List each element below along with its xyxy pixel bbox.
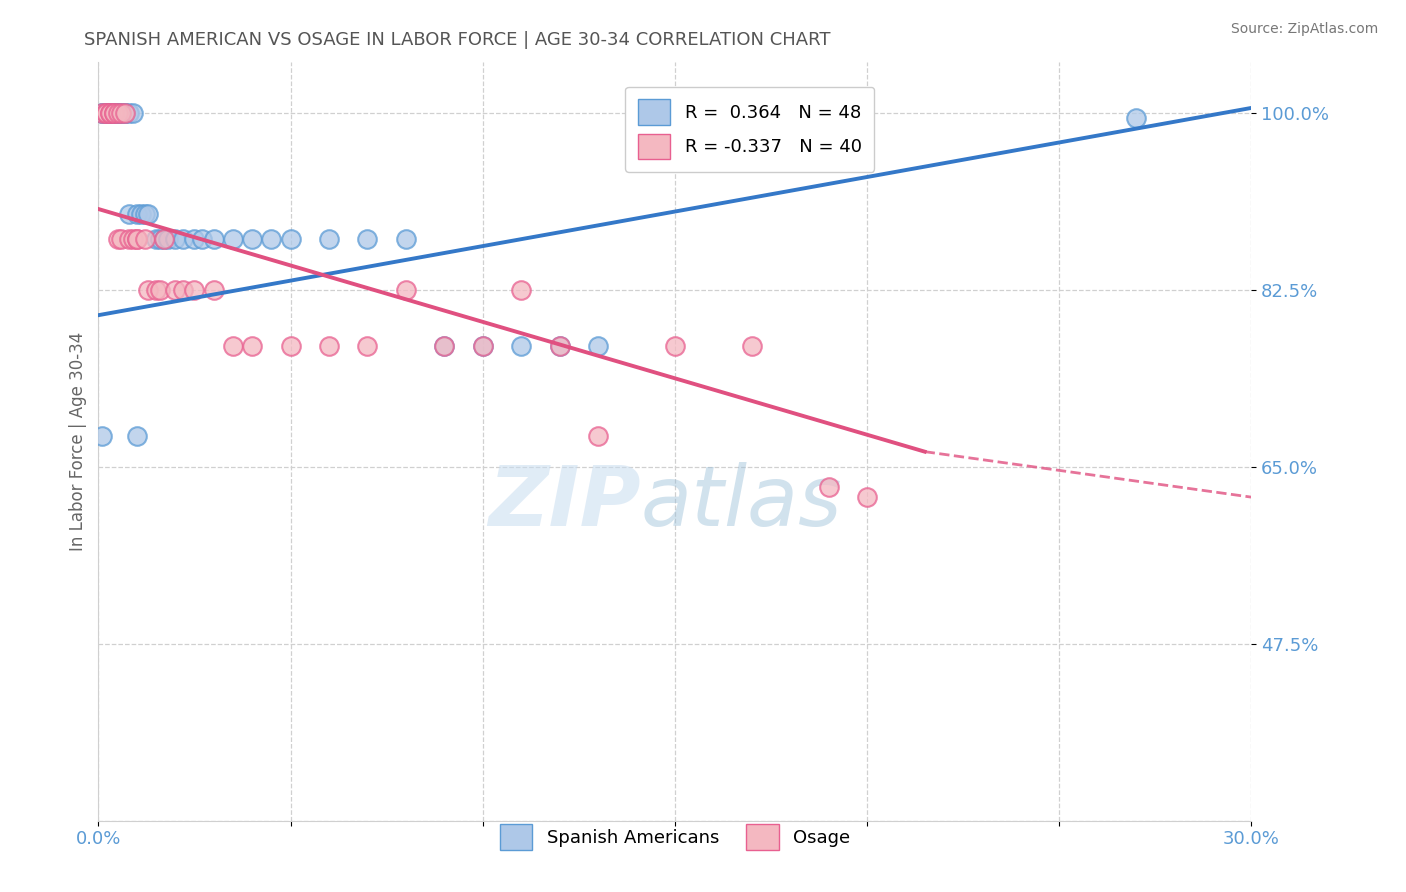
Point bbox=[145, 232, 167, 246]
Point bbox=[149, 283, 172, 297]
Point bbox=[586, 338, 609, 352]
Point bbox=[817, 480, 839, 494]
Point bbox=[152, 232, 174, 246]
Point bbox=[110, 232, 132, 246]
Point bbox=[586, 429, 609, 443]
Point bbox=[172, 283, 194, 297]
Point bbox=[103, 106, 125, 120]
Point bbox=[222, 232, 245, 246]
Point bbox=[202, 232, 225, 246]
Point bbox=[94, 106, 117, 120]
Point bbox=[856, 490, 879, 504]
Point bbox=[107, 106, 129, 120]
Point bbox=[395, 283, 418, 297]
Text: ZIP: ZIP bbox=[488, 462, 640, 542]
Point bbox=[260, 232, 283, 246]
Point bbox=[318, 338, 340, 352]
Point bbox=[118, 232, 141, 246]
Point bbox=[114, 106, 136, 120]
Point bbox=[103, 106, 125, 120]
Point bbox=[129, 207, 152, 221]
Point bbox=[94, 106, 117, 120]
Point bbox=[191, 232, 214, 246]
Point bbox=[98, 106, 121, 120]
Point bbox=[98, 106, 121, 120]
Point bbox=[110, 106, 132, 120]
Point bbox=[125, 232, 148, 246]
Point bbox=[240, 338, 263, 352]
Point bbox=[741, 338, 763, 352]
Point bbox=[183, 283, 205, 297]
Point bbox=[91, 429, 114, 443]
Point bbox=[318, 232, 340, 246]
Text: atlas: atlas bbox=[640, 462, 842, 542]
Point bbox=[114, 106, 136, 120]
Point bbox=[471, 338, 494, 352]
Y-axis label: In Labor Force | Age 30-34: In Labor Force | Age 30-34 bbox=[69, 332, 87, 551]
Point bbox=[125, 232, 148, 246]
Point bbox=[222, 338, 245, 352]
Point bbox=[114, 106, 136, 120]
Point bbox=[94, 106, 117, 120]
Point bbox=[134, 207, 156, 221]
Point bbox=[149, 232, 172, 246]
Point bbox=[118, 106, 141, 120]
Point bbox=[98, 106, 121, 120]
Point bbox=[395, 232, 418, 246]
Point bbox=[510, 283, 533, 297]
Text: Source: ZipAtlas.com: Source: ZipAtlas.com bbox=[1230, 22, 1378, 37]
Legend: Spanish Americans, Osage: Spanish Americans, Osage bbox=[492, 817, 858, 857]
Point bbox=[134, 232, 156, 246]
Point bbox=[152, 232, 174, 246]
Point bbox=[98, 106, 121, 120]
Point bbox=[165, 283, 187, 297]
Point bbox=[280, 232, 302, 246]
Point bbox=[125, 207, 148, 221]
Point bbox=[122, 232, 145, 246]
Point bbox=[664, 338, 686, 352]
Point bbox=[107, 106, 129, 120]
Point bbox=[107, 232, 129, 246]
Point bbox=[110, 106, 132, 120]
Point bbox=[1125, 111, 1147, 125]
Point bbox=[172, 232, 194, 246]
Point bbox=[548, 338, 571, 352]
Point bbox=[138, 283, 160, 297]
Point bbox=[110, 106, 132, 120]
Point bbox=[138, 207, 160, 221]
Point bbox=[103, 106, 125, 120]
Point bbox=[433, 338, 456, 352]
Point bbox=[125, 429, 148, 443]
Point bbox=[145, 283, 167, 297]
Point bbox=[280, 338, 302, 352]
Text: SPANISH AMERICAN VS OSAGE IN LABOR FORCE | AGE 30-34 CORRELATION CHART: SPANISH AMERICAN VS OSAGE IN LABOR FORCE… bbox=[84, 31, 831, 49]
Point bbox=[122, 106, 145, 120]
Point bbox=[548, 338, 571, 352]
Point bbox=[103, 106, 125, 120]
Point bbox=[107, 106, 129, 120]
Point bbox=[91, 106, 114, 120]
Point bbox=[202, 283, 225, 297]
Point bbox=[91, 106, 114, 120]
Point bbox=[107, 106, 129, 120]
Point bbox=[183, 232, 205, 246]
Point bbox=[91, 106, 114, 120]
Point bbox=[356, 338, 378, 352]
Point bbox=[471, 338, 494, 352]
Point bbox=[356, 232, 378, 246]
Point bbox=[103, 106, 125, 120]
Point bbox=[510, 338, 533, 352]
Point bbox=[118, 207, 141, 221]
Point bbox=[240, 232, 263, 246]
Point bbox=[94, 106, 117, 120]
Point bbox=[98, 106, 121, 120]
Point bbox=[165, 232, 187, 246]
Point bbox=[433, 338, 456, 352]
Point bbox=[156, 232, 179, 246]
